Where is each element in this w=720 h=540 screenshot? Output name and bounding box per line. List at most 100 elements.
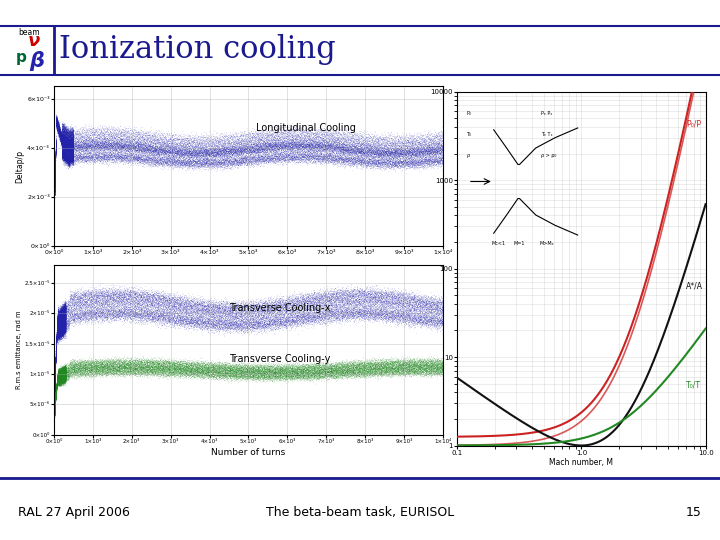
- Point: [49, 394, 60, 402]
- Point: [423, 146, 434, 154]
- Point: [158, 150, 170, 158]
- Point: [55, 321, 66, 330]
- Point: [55, 317, 67, 326]
- Point: [215, 144, 226, 153]
- Point: [212, 158, 224, 167]
- Point: [58, 325, 69, 333]
- Point: [336, 144, 347, 152]
- Point: [223, 315, 235, 323]
- Point: [275, 154, 287, 163]
- Point: [50, 112, 62, 121]
- Point: [60, 369, 71, 378]
- Point: [340, 369, 351, 377]
- Point: [60, 361, 71, 370]
- Point: [402, 359, 414, 367]
- Point: [170, 308, 181, 316]
- Point: [377, 149, 389, 158]
- Point: [171, 144, 182, 153]
- Point: [51, 123, 63, 132]
- Point: [138, 300, 149, 309]
- Point: [114, 369, 126, 378]
- Point: [358, 297, 369, 306]
- Point: [53, 310, 64, 319]
- Point: [62, 144, 73, 152]
- Point: [56, 369, 68, 378]
- Point: [53, 376, 65, 384]
- Point: [53, 129, 65, 138]
- Point: [410, 316, 422, 325]
- Point: [436, 366, 448, 374]
- Point: [108, 305, 120, 314]
- Point: [313, 123, 325, 131]
- Point: [84, 362, 95, 371]
- Point: [60, 126, 71, 135]
- Point: [50, 148, 61, 157]
- Point: [363, 147, 374, 156]
- Point: [59, 317, 71, 326]
- Point: [265, 140, 276, 149]
- Point: [54, 131, 66, 139]
- Point: [277, 295, 289, 304]
- Point: [50, 118, 62, 127]
- Point: [189, 320, 201, 329]
- Point: [214, 372, 225, 380]
- Point: [307, 157, 318, 165]
- Point: [53, 318, 64, 327]
- Point: [49, 397, 60, 406]
- Point: [319, 141, 330, 150]
- Point: [172, 147, 184, 156]
- Point: [66, 311, 78, 320]
- Point: [389, 146, 400, 155]
- Point: [54, 131, 66, 139]
- Point: [343, 299, 355, 307]
- Point: [49, 374, 60, 383]
- Point: [354, 151, 365, 159]
- Point: [277, 139, 289, 148]
- Point: [428, 154, 439, 163]
- Point: [267, 366, 279, 374]
- Point: [55, 310, 67, 319]
- Point: [67, 153, 78, 161]
- Point: [120, 299, 132, 307]
- Point: [54, 376, 66, 384]
- Point: [348, 293, 360, 301]
- Point: [57, 372, 68, 380]
- Point: [276, 364, 288, 373]
- Point: [53, 316, 65, 325]
- Point: [65, 157, 76, 166]
- Point: [279, 308, 291, 316]
- Point: [53, 313, 65, 321]
- Point: [234, 321, 246, 330]
- Point: [122, 148, 133, 157]
- Point: [281, 152, 292, 160]
- Point: [251, 369, 263, 378]
- Point: [148, 132, 160, 140]
- Point: [90, 365, 102, 374]
- Point: [290, 366, 302, 374]
- Point: [292, 152, 303, 161]
- Point: [50, 397, 61, 406]
- Point: [166, 316, 177, 325]
- Point: [279, 320, 290, 328]
- Point: [418, 306, 429, 315]
- Point: [63, 160, 74, 169]
- Point: [307, 293, 319, 301]
- Point: [287, 367, 299, 375]
- Point: [190, 143, 202, 151]
- Point: [402, 357, 413, 366]
- Point: [387, 303, 399, 312]
- Point: [325, 299, 337, 307]
- Point: [189, 159, 201, 167]
- Point: [176, 144, 187, 152]
- Point: [395, 357, 406, 366]
- Point: [174, 360, 186, 368]
- Point: [91, 128, 103, 137]
- Point: [173, 367, 184, 376]
- Point: [139, 296, 150, 305]
- Point: [68, 138, 80, 146]
- Point: [323, 143, 334, 151]
- Point: [278, 152, 289, 160]
- Point: [395, 364, 407, 373]
- Point: [127, 309, 139, 318]
- Point: [405, 301, 417, 309]
